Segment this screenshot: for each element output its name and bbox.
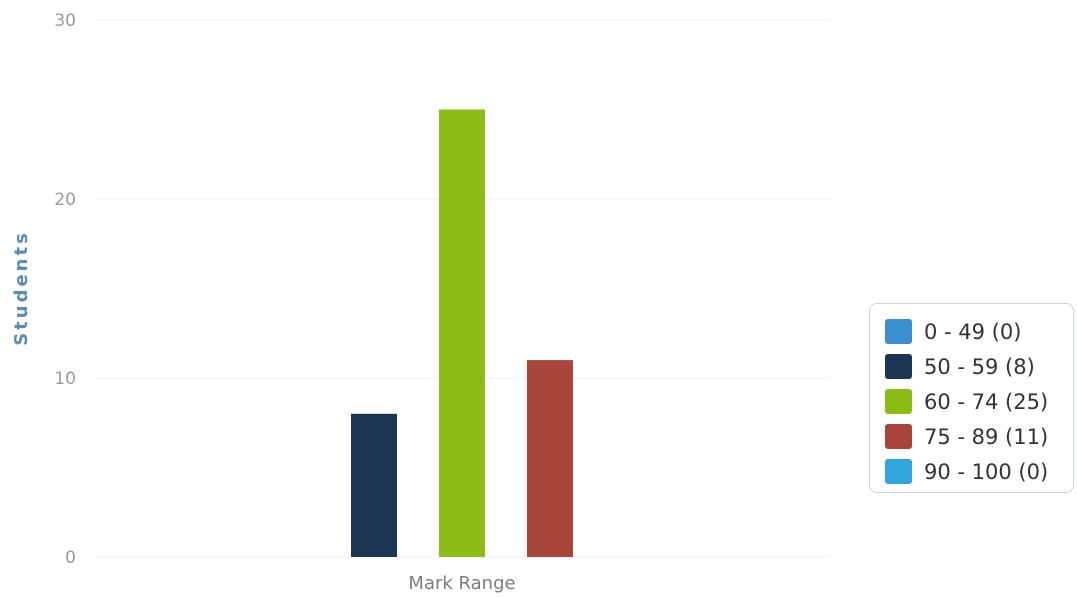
legend-item[interactable]: 0 - 49 (0) (885, 314, 1073, 349)
y-tick-label: 30 (54, 11, 76, 31)
legend-swatch (885, 459, 912, 484)
y-axis-title: Students (11, 230, 32, 346)
y-tick-label: 0 (65, 548, 76, 568)
legend-label: 0 - 49 (0) (924, 319, 1022, 344)
legend-swatch (885, 389, 912, 414)
gridlines (95, 19, 830, 558)
legend-item[interactable]: 60 - 74 (25) (885, 384, 1073, 419)
bar-4[interactable] (527, 360, 573, 557)
bar-3[interactable] (439, 109, 485, 558)
legend-swatch (885, 354, 912, 379)
legend-item[interactable]: 50 - 59 (8) (885, 349, 1073, 384)
x-axis-title: Mark Range (408, 573, 515, 594)
y-tick-label: 20 (54, 190, 76, 210)
legend-item[interactable]: 75 - 89 (11) (885, 419, 1073, 454)
legend-item[interactable]: 90 - 100 (0) (885, 454, 1073, 489)
y-axis-ticks: 0 10 20 30 (54, 11, 76, 568)
legend-swatch (885, 319, 912, 344)
legend-label: 50 - 59 (8) (924, 354, 1035, 379)
bar-2[interactable] (351, 413, 397, 557)
legend-swatch (885, 424, 912, 449)
bars (351, 109, 573, 558)
legend-label: 60 - 74 (25) (924, 389, 1049, 414)
y-tick-label: 10 (54, 369, 76, 389)
legend-label: 90 - 100 (0) (924, 459, 1049, 484)
legend-label: 75 - 89 (11) (924, 424, 1049, 449)
legend: 0 - 49 (0) 50 - 59 (8) 60 - 74 (25) 75 - 89… (869, 303, 1074, 493)
